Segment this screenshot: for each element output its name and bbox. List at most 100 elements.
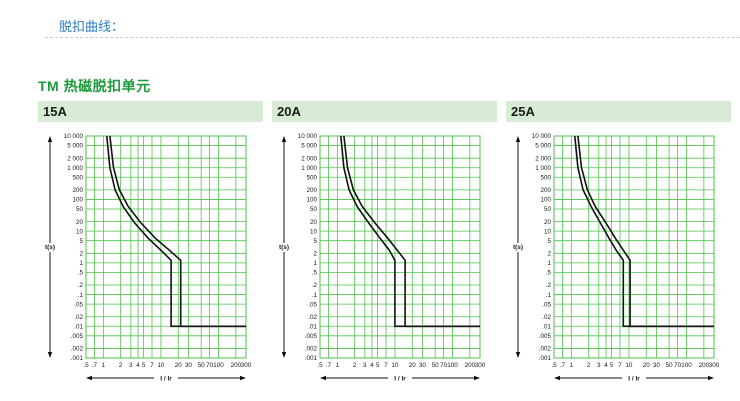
y-tick-label: 1 xyxy=(79,260,83,267)
x-tick-label: .7 xyxy=(326,362,332,369)
y-tick-label: 200 xyxy=(72,187,83,194)
y-tick-label: 2 000 xyxy=(67,155,83,162)
x-tick-label: 70 xyxy=(440,362,448,369)
y-tick-label: .002 xyxy=(305,346,318,353)
x-axis-arrow-head-left xyxy=(320,375,326,381)
y-tick-label: .2 xyxy=(312,282,318,289)
y-tick-label: 1 000 xyxy=(67,165,83,172)
y-tick-label: 500 xyxy=(72,174,83,181)
x-tick-label: 200 xyxy=(465,362,476,369)
header-divider xyxy=(45,37,740,38)
y-axis-arrow-head-down xyxy=(515,352,521,358)
x-axis-arrow-head-right xyxy=(708,375,714,381)
x-tick-label: 7 xyxy=(384,362,388,369)
y-tick-label: .02 xyxy=(308,314,317,321)
x-tick-label: 20 xyxy=(643,362,651,369)
x-tick-label: 20 xyxy=(175,362,183,369)
x-tick-label: 70 xyxy=(206,362,214,369)
x-tick-label: 100 xyxy=(213,362,224,369)
y-tick-label: .01 xyxy=(308,323,317,330)
x-tick-label: 4 xyxy=(136,362,140,369)
x-axis-label: I / Ir xyxy=(394,375,406,382)
y-tick-label: 2 000 xyxy=(535,155,551,162)
x-tick-label: 300 xyxy=(241,362,252,369)
y-tick-label: 10 000 xyxy=(64,133,84,140)
y-tick-label: 200 xyxy=(540,187,551,194)
x-tick-label: 5 xyxy=(610,362,614,369)
page-header: 脱扣曲线： xyxy=(0,0,740,40)
y-tick-label: 5 000 xyxy=(301,143,317,150)
trip-curve-series-2 xyxy=(109,135,246,328)
x-tick-label: .5 xyxy=(317,362,323,369)
y-tick-label: .2 xyxy=(78,282,84,289)
y-tick-label: 2 xyxy=(79,251,83,258)
x-tick-label: 100 xyxy=(681,362,692,369)
x-tick-label: 50 xyxy=(198,362,206,369)
y-tick-label: 500 xyxy=(306,174,317,181)
chart-panel-3: 25A .5.7 1 2 3 4 5 7 10 20 30 50 70 100 200 300 10 000 5… xyxy=(506,100,731,390)
y-tick-label: .001 xyxy=(305,355,318,362)
x-axis-label-bg xyxy=(388,373,412,383)
x-tick-label: 50 xyxy=(432,362,440,369)
x-tick-label: 1 xyxy=(336,362,340,369)
x-tick-label: 2 xyxy=(353,362,357,369)
y-tick-label: .001 xyxy=(71,355,84,362)
x-tick-label: 300 xyxy=(475,362,486,369)
y-tick-label: 20 xyxy=(76,219,84,226)
y-tick-label: 100 xyxy=(306,197,317,204)
x-tick-label: 5 xyxy=(142,362,146,369)
y-tick-label: 1 xyxy=(547,260,551,267)
x-tick-label: 4 xyxy=(370,362,374,369)
panel-header: 20A xyxy=(272,100,497,122)
y-tick-label: .5 xyxy=(312,270,318,277)
y-tick-label: 1 000 xyxy=(535,165,551,172)
y-tick-label: 100 xyxy=(72,197,83,204)
y-tick-label: 10 000 xyxy=(532,133,552,140)
y-tick-label: .005 xyxy=(305,333,318,340)
x-tick-label: .7 xyxy=(92,362,98,369)
x-axis-arrow-head-right xyxy=(240,375,246,381)
x-tick-label: 20 xyxy=(409,362,417,369)
y-tick-label: 5 xyxy=(313,238,317,245)
y-tick-label: .001 xyxy=(539,355,552,362)
y-tick-label: 10 xyxy=(76,228,84,235)
x-tick-label: 10 xyxy=(157,362,165,369)
panel-title: 15A xyxy=(43,104,67,119)
y-tick-label: .05 xyxy=(308,301,317,308)
x-tick-label: 30 xyxy=(653,362,661,369)
trip-curve-series-1 xyxy=(574,135,714,328)
y-axis-arrow-head-up xyxy=(281,136,287,142)
y-tick-label: 1 xyxy=(313,260,317,267)
y-tick-label: 50 xyxy=(310,206,318,213)
chart-panel-2: 20A .5.7 1 2 3 4 5 7 10 20 30 50 70 100 200 300 10 000 5… xyxy=(272,100,497,390)
panel-header: 15A xyxy=(38,100,263,122)
y-tick-label: 5 000 xyxy=(535,143,551,150)
x-tick-label: 70 xyxy=(674,362,682,369)
x-axis-label-bg xyxy=(154,373,178,383)
x-tick-label: 30 xyxy=(419,362,427,369)
x-axis-label-bg xyxy=(622,373,646,383)
y-tick-label: .05 xyxy=(74,301,83,308)
header-title: 脱扣曲线： xyxy=(59,19,125,34)
y-tick-label: 5 000 xyxy=(67,143,83,150)
y-tick-label: .1 xyxy=(78,292,84,299)
y-axis-arrow-head-up xyxy=(47,136,53,142)
panel-title: 25A xyxy=(511,104,535,119)
y-tick-label: .02 xyxy=(542,314,551,321)
x-axis-label: I / Ir xyxy=(160,375,172,382)
panel-header: 25A xyxy=(506,100,731,122)
x-tick-label: 3 xyxy=(363,362,367,369)
x-tick-label: 100 xyxy=(447,362,458,369)
y-tick-label: .002 xyxy=(539,346,552,353)
y-tick-label: 50 xyxy=(76,206,84,213)
x-tick-label: 5 xyxy=(376,362,380,369)
plot-frame xyxy=(553,135,715,359)
y-tick-label: .002 xyxy=(71,346,84,353)
x-tick-label: .5 xyxy=(83,362,89,369)
y-tick-label: .1 xyxy=(312,292,318,299)
y-tick-label: 5 xyxy=(79,238,83,245)
trip-curve-series-1 xyxy=(106,135,246,328)
x-tick-label: 10 xyxy=(391,362,399,369)
x-tick-label: 3 xyxy=(129,362,133,369)
